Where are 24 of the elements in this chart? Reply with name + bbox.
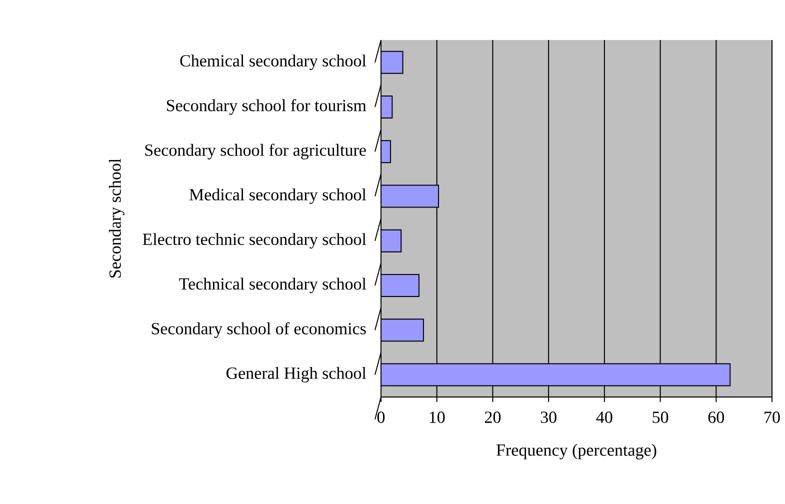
y-tick-label: Technical secondary school <box>179 278 366 294</box>
y-tick-label: Secondary school of economics <box>152 322 366 338</box>
y-axis-title: Secondary school <box>108 158 124 278</box>
x-tick-label: 70 <box>764 412 780 424</box>
x-tick-label: 30 <box>540 412 556 424</box>
y-tick-label: Chemical secondary school <box>180 54 366 70</box>
x-tick-label: 40 <box>596 412 612 424</box>
y-tick-label: Medical secondary school <box>189 188 366 204</box>
x-tick-label: 50 <box>652 412 668 424</box>
bar <box>380 140 391 164</box>
bar <box>380 318 424 342</box>
x-tick-label: 60 <box>708 412 724 424</box>
bar <box>380 50 404 74</box>
y-tick-label: Electro technic secondary school <box>142 233 366 249</box>
x-tick-label: 10 <box>430 412 445 424</box>
bar <box>380 95 393 118</box>
x-tick-label: 0 <box>377 412 385 424</box>
x-tick-label: 20 <box>484 412 501 424</box>
bar <box>380 229 402 252</box>
y-tick-label: Secondary school for agriculture <box>145 144 366 160</box>
bar <box>380 274 420 297</box>
x-axis-title: Frequency (percentage) <box>496 444 656 460</box>
y-tick-label: General High school <box>226 366 366 382</box>
y-tick-label: Secondary school for tourism <box>166 99 366 115</box>
